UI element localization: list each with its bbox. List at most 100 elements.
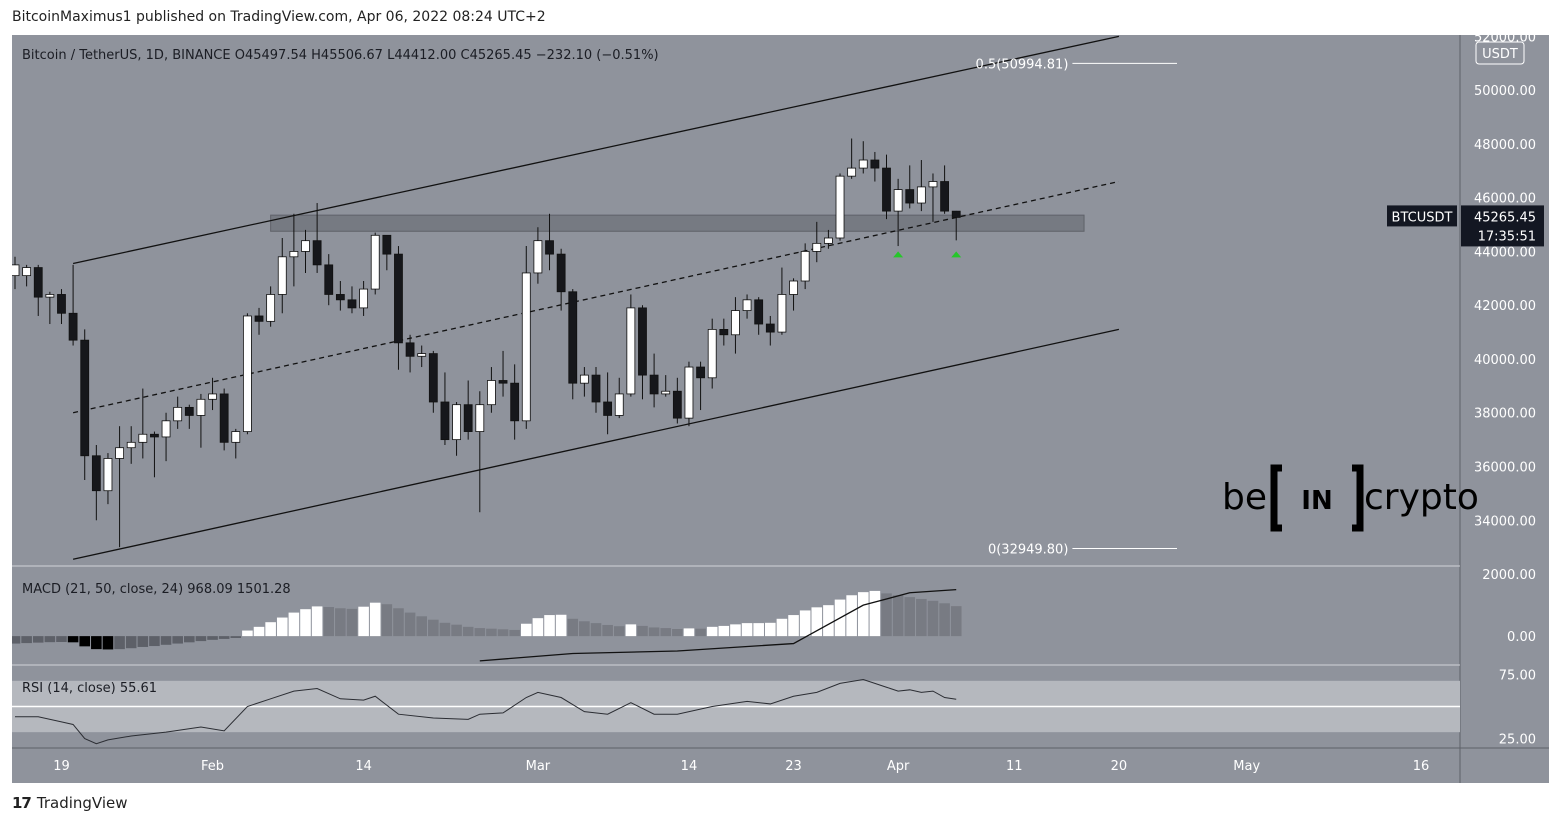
macd-histogram-bar <box>335 608 346 637</box>
candle <box>370 232 380 295</box>
candle <box>324 254 334 306</box>
currency-badge <box>1475 41 1525 65</box>
candle-body <box>394 253 403 344</box>
candle <box>603 372 613 435</box>
macd-histogram-bar <box>811 607 823 637</box>
time-tick-label: Feb <box>201 759 224 774</box>
macd-histogram-bar <box>602 624 613 637</box>
tradingview-brand: TradingView <box>36 794 128 812</box>
candle <box>893 178 903 247</box>
candle <box>824 229 833 249</box>
trading-chart[interactable]: 0.5(50994.81) 0(32949.80) 52000.00 50000.00… <box>12 35 1549 783</box>
support-arrow-icon <box>893 251 904 258</box>
candle <box>812 221 822 263</box>
macd-histogram-bar <box>12 636 21 644</box>
macd-histogram-bar <box>950 606 962 637</box>
candle <box>626 294 636 397</box>
macd-histogram-bar <box>242 630 253 637</box>
candle <box>68 264 78 346</box>
candle-body <box>661 390 671 395</box>
candle-body <box>115 447 124 459</box>
candle <box>12 256 20 290</box>
candle-body <box>742 299 752 311</box>
macd-histogram-bar <box>613 626 625 637</box>
macd-histogram-bar <box>927 600 939 637</box>
rsi-tick-label: 25.00 <box>1499 733 1536 748</box>
macd-histogram-bar <box>881 593 892 637</box>
support-arrow-icon <box>951 251 962 258</box>
candle <box>196 393 206 448</box>
candle <box>347 286 357 314</box>
candle-body <box>731 310 740 336</box>
candle <box>440 372 450 446</box>
macd-histogram-bar <box>509 629 520 637</box>
candle <box>754 297 764 335</box>
candle-body <box>219 393 229 443</box>
tradingview-footer[interactable]: 17 TradingView <box>12 794 128 812</box>
candle-body <box>452 404 461 441</box>
candle <box>173 396 183 429</box>
macd-histogram-bar <box>311 606 323 637</box>
candle-body <box>765 323 775 333</box>
candle-body <box>649 374 659 395</box>
macd-histogram-bar <box>276 617 288 637</box>
candle-body <box>80 339 90 457</box>
macd-histogram-bar <box>32 636 44 643</box>
tradingview-logo-icon: 17 <box>12 794 32 812</box>
candle <box>731 297 740 354</box>
candle-body <box>417 353 427 357</box>
candle-body <box>638 307 647 376</box>
candle-body <box>382 234 392 255</box>
price-tick-label: 50000.00 <box>1474 84 1536 99</box>
rsi-line <box>15 679 957 745</box>
watermark-crypto: crypto <box>1364 477 1479 518</box>
symbol-tag-label: BTCUSDT <box>1392 210 1453 225</box>
macd-histogram-bar <box>765 622 776 637</box>
macd-histogram-bar <box>125 636 137 649</box>
macd-histogram-bar <box>439 622 451 637</box>
candle <box>672 377 682 424</box>
macd-histogram-bar <box>230 636 242 638</box>
candle-body <box>893 189 903 212</box>
candle-body <box>614 393 624 416</box>
candle-body <box>312 240 322 266</box>
candle-body <box>324 264 334 295</box>
candle-body <box>231 431 241 443</box>
candle-body <box>370 234 380 290</box>
macd-histogram-bar <box>683 628 695 637</box>
macd-tick-label: 2000.00 <box>1482 568 1536 583</box>
candle <box>359 281 369 316</box>
candle <box>545 213 554 271</box>
candle <box>487 367 496 413</box>
last-price-tag <box>1461 205 1544 247</box>
currency-label: USDT <box>1482 47 1518 62</box>
macd-histogram-bar <box>904 597 916 637</box>
macd-histogram-bar <box>555 614 567 637</box>
candle <box>649 353 659 408</box>
candle <box>579 367 589 397</box>
candle-body <box>684 366 694 419</box>
macd-histogram-bar <box>428 619 439 637</box>
candle-body <box>161 420 171 438</box>
candle-body <box>173 406 183 422</box>
macd-histogram-bar <box>695 628 706 637</box>
macd-histogram-bar <box>160 636 172 645</box>
macd-histogram-bar <box>846 595 857 637</box>
candle-body <box>800 251 810 282</box>
macd-histogram-bar <box>625 624 637 637</box>
macd-histogram-bar <box>172 636 183 644</box>
candle-body <box>591 374 601 403</box>
watermark-in: IN <box>1301 486 1332 516</box>
macd-histogram-bar <box>358 606 369 637</box>
publisher-line: BitcoinMaximus1 published on TradingView… <box>12 9 546 25</box>
candle-body <box>824 237 833 244</box>
macd-histogram-bar <box>532 618 544 637</box>
candle-body <box>835 175 845 239</box>
candle <box>335 281 345 311</box>
candle-body <box>916 186 926 204</box>
candle <box>219 388 229 451</box>
candle-body <box>440 401 450 441</box>
time-tick-label: Apr <box>887 759 910 774</box>
candle <box>858 141 868 174</box>
candle-body <box>568 291 578 384</box>
